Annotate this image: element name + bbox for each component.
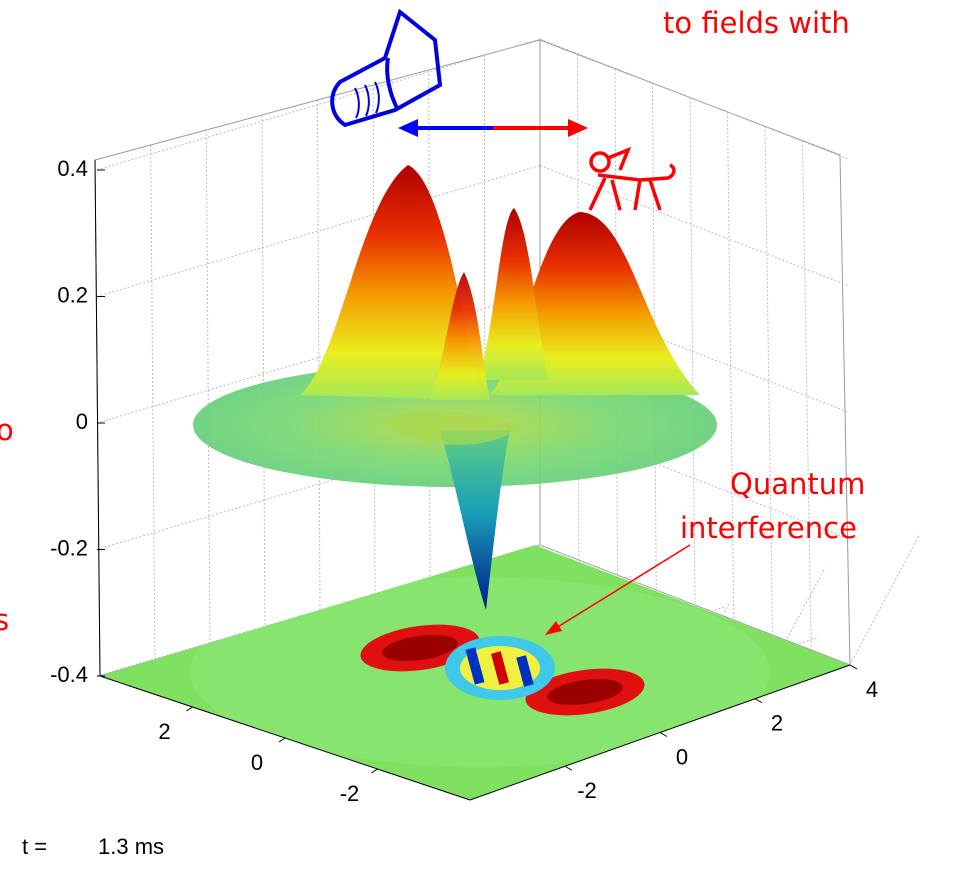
wall-grid-line: [764, 126, 773, 636]
annotation: s: [0, 603, 9, 637]
annotation: Quantum: [730, 467, 865, 501]
y-tick-mark: [659, 732, 668, 737]
axes: 0.4 0.2 0 -0.2 -0.4 2 0 -2 4 2 0 -2: [50, 156, 878, 806]
wall-grid-line: [205, 129, 211, 644]
grid-line: [539, 165, 849, 286]
y-tick-mark: [564, 765, 573, 771]
z-tick-label: -0.2: [50, 535, 88, 560]
wall-grid-line: [317, 99, 321, 611]
grid-line: [539, 38, 849, 160]
y-tick-label: 4: [866, 677, 878, 702]
wall-grid-line: [689, 97, 696, 606]
annotation-arrow: [545, 544, 691, 635]
grid-line: [849, 533, 921, 666]
y-tick-label: 2: [771, 711, 783, 736]
z-tick-label: 0.4: [57, 156, 88, 181]
wall-grid-line: [150, 144, 156, 660]
wall-grid-line: [727, 111, 735, 621]
y-tick-mark: [849, 664, 858, 670]
y-tick-label: 0: [676, 744, 688, 769]
grid-line: [96, 38, 541, 171]
x-tick-mark: [186, 706, 193, 712]
z-tick-label: -0.4: [50, 662, 88, 687]
wall-grid-line: [261, 114, 266, 627]
wall-grid-line: [802, 140, 812, 651]
annotation: to fields with: [663, 6, 850, 40]
annotation: interference: [680, 511, 857, 545]
double-arrow: [398, 119, 588, 137]
y-tick-label: -2: [577, 778, 597, 803]
grid-line: [96, 165, 541, 297]
surface: [193, 165, 717, 610]
wall-grid-line: [372, 84, 376, 595]
x-tick-mark: [278, 737, 286, 743]
annotation: o: [0, 413, 14, 447]
y-tick-mark: [754, 698, 763, 704]
z-tick-label: 0.2: [57, 282, 88, 307]
floor-projection: [100, 545, 850, 800]
x-tick-mark: [371, 768, 378, 774]
z-axis-line: [94, 159, 101, 677]
cannon-drawing: [330, 8, 443, 128]
x-tick-label: 2: [158, 719, 170, 744]
grid-line: [539, 291, 849, 413]
z-tick-label: 0: [76, 409, 88, 434]
dog-drawing: [588, 146, 676, 211]
grid-line: [539, 544, 849, 666]
x-tick-label: -2: [340, 781, 360, 806]
time-label: t =: [22, 834, 47, 859]
x-tick-label: 0: [251, 750, 263, 775]
time-value: 1.3 ms: [98, 834, 164, 859]
